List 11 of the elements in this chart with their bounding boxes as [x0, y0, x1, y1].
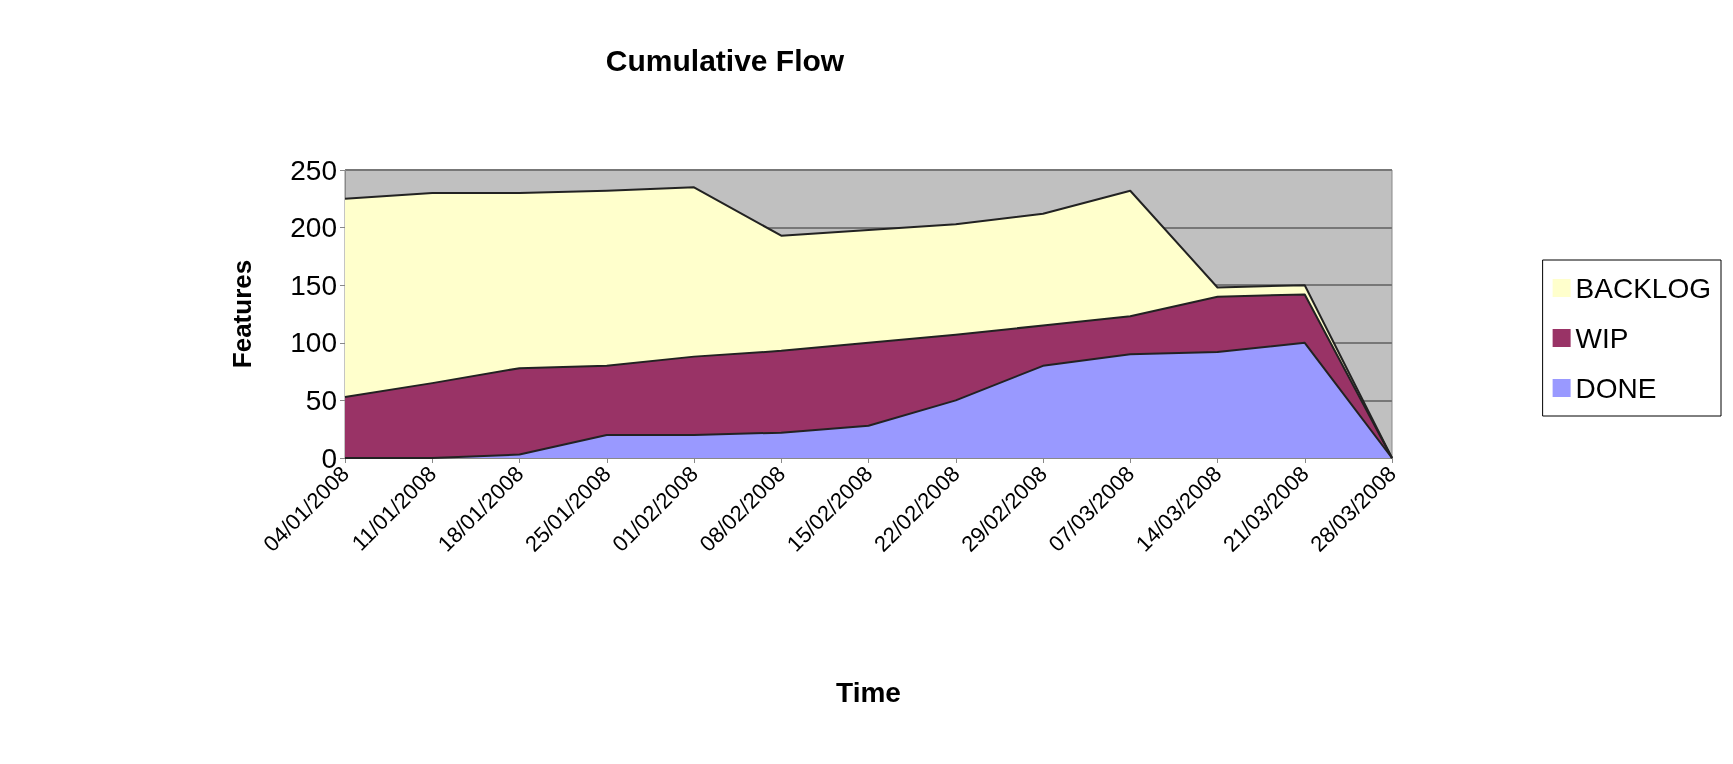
x-axis-title: Time [836, 676, 901, 708]
y-tick-label: 100 [290, 327, 337, 359]
y-axis-title: Features [227, 259, 257, 369]
legend-label: DONE [1575, 372, 1657, 404]
legend-label: WIP [1575, 322, 1629, 354]
y-tick-label: 50 [305, 384, 337, 416]
y-tick-label: 150 [290, 269, 337, 301]
chart-title: Cumulative Flow [605, 43, 845, 77]
legend-label: BACKLOG [1575, 272, 1712, 304]
y-tick-label: 250 [290, 154, 337, 186]
y-tick-label: 200 [290, 212, 337, 244]
